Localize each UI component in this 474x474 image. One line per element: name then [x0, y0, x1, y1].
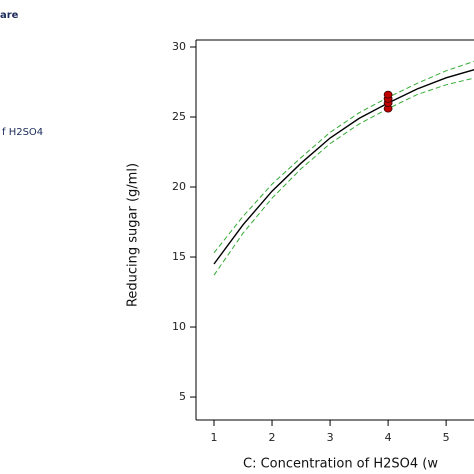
annotation: are	[0, 10, 19, 21]
y-axis-label: Reducing sugar (g/ml)	[126, 163, 141, 307]
data-point	[383, 90, 393, 99]
y-tick-label: 5	[179, 390, 186, 403]
confidence-band	[213, 60, 474, 254]
confidence-band	[213, 77, 474, 276]
x-tick-label: 4	[385, 431, 392, 444]
annotation: f H2SO4	[2, 127, 43, 138]
y-tick-label: 25	[172, 110, 186, 123]
x-tick-label: 5	[443, 431, 450, 444]
y-tick-label: 20	[172, 180, 186, 193]
y-tick-label: 15	[172, 250, 186, 263]
x-tick-label: 1	[210, 431, 217, 444]
y-tick-label: 30	[172, 40, 186, 53]
x-tick-label: 3	[327, 431, 334, 444]
x-axis-label: C: Concentration of H2SO4 (w	[243, 457, 438, 472]
fit-line	[213, 69, 474, 265]
x-tick-label: 2	[269, 431, 276, 444]
y-tick-label: 10	[172, 320, 186, 333]
